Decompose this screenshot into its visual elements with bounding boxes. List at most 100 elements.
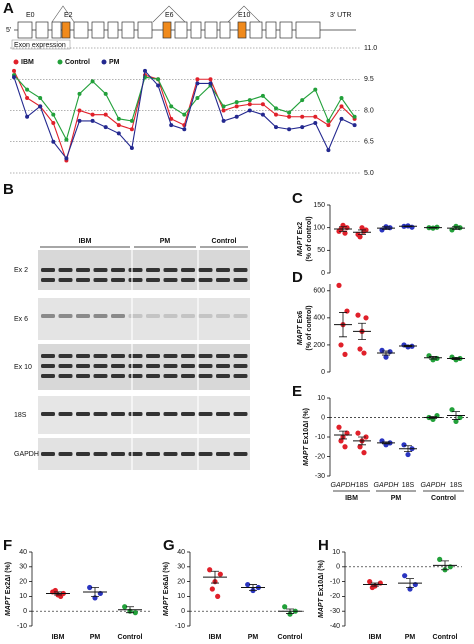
band xyxy=(41,452,55,456)
band xyxy=(216,278,230,282)
point xyxy=(234,114,239,119)
y-axis-label-rest: Ex2ΔI (%) xyxy=(5,562,12,594)
point xyxy=(90,112,95,117)
error-bar xyxy=(249,584,257,591)
point xyxy=(64,137,69,142)
band xyxy=(233,268,248,272)
error-bar xyxy=(404,225,412,228)
point xyxy=(169,123,174,128)
point xyxy=(287,127,292,132)
point xyxy=(122,604,128,610)
point xyxy=(449,227,455,233)
y-tick-label: 600 xyxy=(313,288,325,295)
error-bar xyxy=(371,582,379,587)
error-bar xyxy=(91,587,99,597)
point xyxy=(361,450,367,456)
exon xyxy=(35,21,49,39)
y-tick-label: 9.5 xyxy=(364,76,374,83)
point xyxy=(287,114,292,119)
group-label: Control xyxy=(431,495,456,502)
point xyxy=(336,282,342,288)
band xyxy=(41,278,55,282)
band xyxy=(76,278,90,282)
band xyxy=(128,354,143,358)
error-bar xyxy=(358,436,366,446)
exon xyxy=(107,21,119,39)
band xyxy=(163,412,178,416)
band xyxy=(58,412,73,416)
y-tick-label: 10 xyxy=(317,395,325,402)
point xyxy=(457,414,463,421)
band xyxy=(93,412,108,416)
point xyxy=(116,123,121,128)
point xyxy=(342,351,348,357)
band xyxy=(198,314,213,318)
diagram-label: E0 xyxy=(26,12,35,19)
diagram-label: E6 xyxy=(165,12,174,19)
y-tick-label: 0 xyxy=(321,414,325,421)
y-tick-label: -30 xyxy=(315,473,325,480)
y-tick-label: 50 xyxy=(317,247,325,254)
error-bar xyxy=(339,312,347,338)
band xyxy=(216,354,230,358)
band xyxy=(128,268,143,272)
band xyxy=(93,354,108,358)
band xyxy=(76,268,90,272)
band xyxy=(76,412,90,416)
point xyxy=(453,418,459,424)
point xyxy=(449,407,455,413)
point xyxy=(274,125,278,130)
row-label: 18S xyxy=(14,412,27,419)
band xyxy=(233,374,248,378)
y-tick-label: -20 xyxy=(315,453,325,460)
legend-marker xyxy=(13,59,19,65)
band xyxy=(111,452,125,456)
x-tick-label: GAPDH xyxy=(331,482,357,489)
band xyxy=(93,452,108,456)
band xyxy=(76,374,90,378)
y-tick-label: 0 xyxy=(336,564,340,571)
y-axis-label: MAPTEx2ΔI (%) xyxy=(5,562,12,616)
exon xyxy=(204,21,218,39)
gel-image xyxy=(38,396,250,434)
band xyxy=(128,278,143,282)
exon xyxy=(279,21,293,39)
point xyxy=(156,83,161,88)
panel-letter: C xyxy=(292,190,303,207)
point xyxy=(169,116,174,121)
band xyxy=(58,354,73,358)
y-axis-gene: MAPT xyxy=(303,445,310,466)
point xyxy=(195,81,200,86)
y-axis-gene: MAPT xyxy=(163,595,170,616)
error-bar xyxy=(382,226,390,230)
band xyxy=(76,314,90,318)
error-bar xyxy=(358,229,366,235)
group-label: IBM xyxy=(79,238,92,245)
point xyxy=(313,121,318,125)
point xyxy=(234,100,239,105)
band xyxy=(216,374,230,378)
point xyxy=(326,148,331,153)
gel-image xyxy=(38,344,250,390)
x-tick-label: Control xyxy=(278,634,303,641)
error-bar xyxy=(404,344,412,348)
band xyxy=(181,452,195,456)
error-bar xyxy=(286,608,294,614)
point xyxy=(221,108,226,113)
band xyxy=(58,452,73,456)
point xyxy=(25,96,30,100)
exon xyxy=(265,21,277,39)
point xyxy=(361,350,367,356)
point xyxy=(143,68,147,73)
band xyxy=(233,354,248,358)
band xyxy=(163,268,178,272)
point xyxy=(208,81,213,86)
point xyxy=(116,116,121,121)
gel-image xyxy=(38,438,250,470)
legend-label: PM xyxy=(109,59,120,66)
band xyxy=(233,412,248,416)
point xyxy=(25,87,30,92)
error-bar xyxy=(452,356,460,360)
point xyxy=(274,106,278,111)
